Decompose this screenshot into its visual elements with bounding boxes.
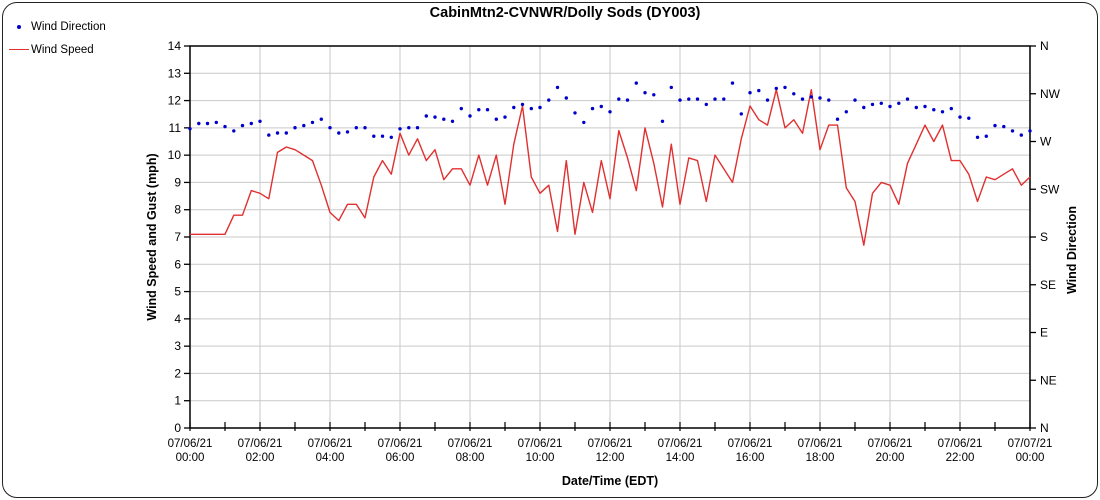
svg-text:7: 7 [174, 230, 181, 244]
svg-text:07/06/21: 07/06/21 [798, 438, 843, 450]
svg-text:08:00: 08:00 [456, 452, 485, 464]
svg-text:N: N [1040, 39, 1049, 53]
wind-speed-line-icon [9, 49, 29, 50]
svg-text:NW: NW [1040, 87, 1061, 101]
svg-text:12: 12 [168, 94, 182, 108]
svg-text:07/06/21: 07/06/21 [938, 438, 983, 450]
svg-text:NE: NE [1040, 373, 1057, 387]
svg-text:6: 6 [174, 257, 181, 271]
svg-text:16:00: 16:00 [736, 452, 765, 464]
svg-text:9: 9 [174, 175, 181, 189]
svg-text:07/07/21: 07/07/21 [1008, 438, 1053, 450]
svg-text:8: 8 [174, 203, 181, 217]
svg-text:4: 4 [174, 312, 181, 326]
y-axis-title-left: Wind Speed and Gust (mph) [145, 153, 159, 321]
legend-label-wind-speed: Wind Speed [31, 43, 94, 56]
svg-text:06:00: 06:00 [386, 452, 415, 464]
svg-text:N: N [1040, 421, 1049, 435]
svg-text:0: 0 [174, 421, 181, 435]
svg-text:SW: SW [1040, 182, 1060, 196]
wind-direction-dots [188, 81, 1032, 139]
y-axis-right: N NE E SE S SW W NW N [1030, 39, 1061, 435]
wind-speed-line [190, 88, 1031, 246]
gridlines [190, 46, 1030, 428]
legend: Wind Direction Wind Speed [7, 15, 106, 61]
svg-text:07/06/21: 07/06/21 [588, 438, 633, 450]
svg-text:1: 1 [174, 394, 181, 408]
svg-text:07/06/21: 07/06/21 [238, 438, 283, 450]
svg-text:07/06/21: 07/06/21 [378, 438, 423, 450]
svg-text:W: W [1040, 135, 1052, 149]
x-axis: 07/06/21 00:00 07/06/21 02:00 07/06/21 04:00 0… [168, 422, 1053, 464]
svg-text:2: 2 [174, 366, 181, 380]
svg-text:07/06/21: 07/06/21 [518, 438, 563, 450]
svg-text:10:00: 10:00 [526, 452, 555, 464]
svg-text:3: 3 [174, 339, 181, 353]
svg-text:04:00: 04:00 [316, 452, 345, 464]
svg-text:00:00: 00:00 [176, 452, 205, 464]
svg-text:SE: SE [1040, 278, 1056, 292]
svg-text:20:00: 20:00 [876, 452, 905, 464]
legend-item-wind-speed: Wind Speed [7, 38, 106, 61]
svg-text:07/06/21: 07/06/21 [658, 438, 703, 450]
svg-text:E: E [1040, 326, 1048, 340]
svg-text:22:00: 22:00 [946, 452, 975, 464]
chart-title: CabinMtn2-CVNWR/Dolly Sods (DY003) [429, 5, 701, 21]
svg-text:5: 5 [174, 285, 181, 299]
svg-text:14: 14 [168, 39, 182, 53]
legend-label-wind-direction: Wind Direction [31, 20, 106, 33]
y-axis-title-right: Wind Direction [1065, 205, 1079, 295]
svg-text:02:00: 02:00 [246, 452, 275, 464]
svg-text:00:00: 00:00 [1016, 452, 1045, 464]
svg-text:10: 10 [168, 148, 182, 162]
svg-text:S: S [1040, 230, 1048, 244]
x-axis-title: Date/Time (EDT) [561, 474, 659, 488]
svg-text:11: 11 [169, 121, 182, 135]
svg-text:07/06/21: 07/06/21 [868, 438, 913, 450]
svg-text:12:00: 12:00 [596, 452, 625, 464]
svg-text:07/06/21: 07/06/21 [448, 438, 493, 450]
svg-text:14:00: 14:00 [666, 452, 695, 464]
legend-item-wind-direction: Wind Direction [7, 15, 106, 38]
svg-text:18:00: 18:00 [806, 452, 835, 464]
svg-text:07/06/21: 07/06/21 [308, 438, 353, 450]
svg-text:07/06/21: 07/06/21 [168, 438, 213, 450]
svg-text:07/06/21: 07/06/21 [728, 438, 773, 450]
svg-text:13: 13 [168, 66, 182, 80]
wind-direction-dot-icon [17, 24, 21, 29]
